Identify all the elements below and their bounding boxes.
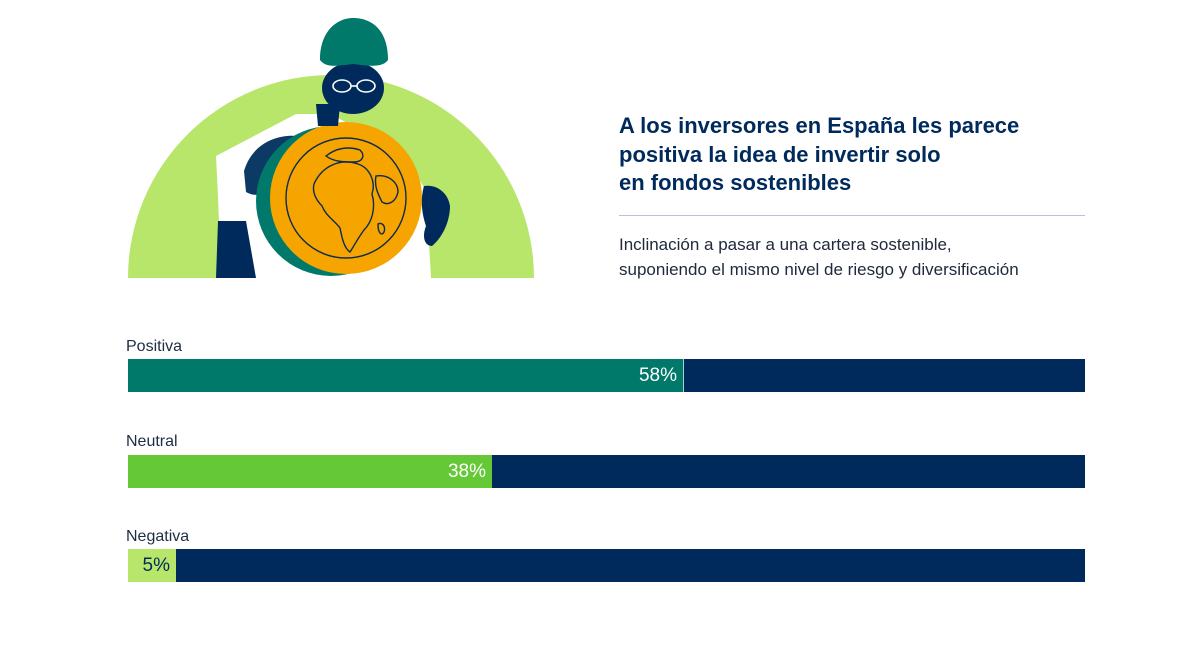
bar-value-label: 5% xyxy=(142,555,170,576)
bar-track: 38% xyxy=(128,455,1085,488)
bar-value-label: 38% xyxy=(447,461,486,482)
bar-neutral xyxy=(128,455,492,488)
bar-negativa xyxy=(128,549,176,582)
chart-subtitle: Inclinación a pasar a una cartera sosten… xyxy=(619,232,1099,282)
title-line: A los inversores en España les parece xyxy=(619,113,1020,138)
title-line: positiva la idea de invertir solo xyxy=(619,141,941,167)
bar-category-label: Positiva xyxy=(126,338,183,355)
subtitle-line: Inclinación a pasar a una cartera sosten… xyxy=(619,235,952,254)
chart-title: A los inversores en España les parece po… xyxy=(619,112,1089,198)
bar-value-label: 58% xyxy=(638,365,677,386)
bar-category-label: Neutral xyxy=(126,433,178,450)
bar-track: 5% xyxy=(128,549,1085,582)
bar-category-label: Negativa xyxy=(126,528,190,545)
title-divider xyxy=(619,215,1085,216)
bar-track: 58% xyxy=(128,359,1085,392)
subtitle-line: suponiendo el mismo nivel de riesgo y di… xyxy=(619,260,1019,279)
title-line: en fondos sostenibles xyxy=(619,170,852,195)
investor-holding-globe-icon xyxy=(126,16,536,280)
bar-positiva xyxy=(128,359,684,392)
